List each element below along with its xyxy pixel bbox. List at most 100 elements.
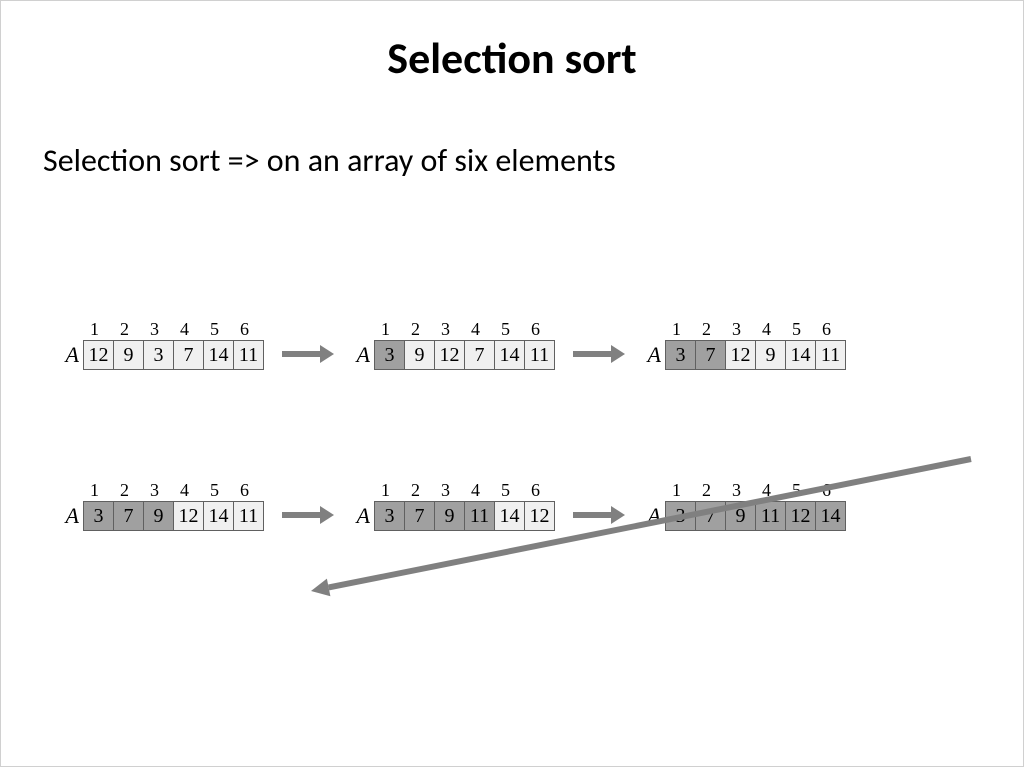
index-label: 4 [169, 319, 200, 340]
array-cell: 7 [695, 501, 726, 531]
array-cell: 11 [233, 501, 264, 531]
array-cell: 3 [665, 501, 696, 531]
index-row: 123456 [370, 319, 555, 340]
array-step-3: 123456A371291411 [643, 319, 846, 370]
array-cell: 11 [755, 501, 786, 531]
cells-row: A391271411 [352, 340, 555, 370]
index-label: 6 [229, 480, 260, 501]
array-step-1: 123456A129371411 [61, 319, 264, 370]
index-label: 3 [721, 319, 752, 340]
index-label: 5 [199, 480, 230, 501]
array-cell: 12 [83, 340, 114, 370]
array-label: A [643, 342, 661, 368]
index-label: 2 [400, 319, 431, 340]
index-label: 1 [370, 319, 401, 340]
array-step-2: 123456A391271411 [352, 319, 555, 370]
array-cell: 14 [494, 501, 525, 531]
array-cell: 7 [113, 501, 144, 531]
array-step-6: 123456A379111214 [643, 480, 846, 531]
index-row: 123456 [79, 480, 264, 501]
index-label: 3 [721, 480, 752, 501]
index-label: 6 [811, 319, 842, 340]
array-cell: 9 [143, 501, 174, 531]
index-label: 1 [370, 480, 401, 501]
array-cell: 12 [434, 340, 465, 370]
index-row: 123456 [661, 319, 846, 340]
array-cell: 7 [695, 340, 726, 370]
array-label: A [61, 503, 79, 529]
index-label: 3 [139, 319, 170, 340]
array-step-4: 123456A379121411 [61, 480, 264, 531]
array-label: A [352, 503, 370, 529]
array-cell: 11 [524, 340, 555, 370]
page-title: Selection sort [1, 31, 1023, 85]
array-cell: 9 [404, 340, 435, 370]
array-cell: 7 [404, 501, 435, 531]
array-cell: 14 [203, 501, 234, 531]
array-cell: 14 [203, 340, 234, 370]
array-cell: 9 [434, 501, 465, 531]
cells-row: A379121411 [61, 501, 264, 531]
index-label: 2 [691, 480, 722, 501]
subtitle: Selection sort => on an array of six ele… [43, 141, 616, 180]
array-label: A [61, 342, 79, 368]
array-label: A [352, 342, 370, 368]
cells-row: A379111412 [352, 501, 555, 531]
index-label: 2 [109, 480, 140, 501]
array-cell: 12 [524, 501, 555, 531]
cells-row: A379111214 [643, 501, 846, 531]
array-cell: 12 [785, 501, 816, 531]
index-row: 123456 [79, 319, 264, 340]
arrow-right-icon [573, 345, 625, 363]
index-label: 3 [430, 319, 461, 340]
index-label: 2 [109, 319, 140, 340]
index-row: 123456 [661, 480, 846, 501]
array-cell: 7 [173, 340, 204, 370]
array-cell: 11 [464, 501, 495, 531]
index-label: 6 [520, 480, 551, 501]
index-label: 5 [199, 319, 230, 340]
index-label: 4 [751, 480, 782, 501]
index-label: 6 [520, 319, 551, 340]
array-cell: 3 [665, 340, 696, 370]
index-label: 1 [661, 480, 692, 501]
index-label: 5 [781, 480, 812, 501]
array-cell: 9 [113, 340, 144, 370]
index-label: 5 [781, 319, 812, 340]
index-row: 123456 [370, 480, 555, 501]
cells-row: A371291411 [643, 340, 846, 370]
index-label: 4 [751, 319, 782, 340]
arrow-right-icon [282, 345, 334, 363]
index-label: 1 [79, 480, 110, 501]
index-label: 6 [229, 319, 260, 340]
array-cell: 3 [143, 340, 174, 370]
index-label: 4 [460, 480, 491, 501]
index-label: 1 [79, 319, 110, 340]
arrow-right-icon [282, 506, 334, 524]
array-cell: 3 [374, 501, 405, 531]
index-label: 5 [490, 319, 521, 340]
index-label: 6 [811, 480, 842, 501]
array-step-5: 123456A379111412 [352, 480, 555, 531]
array-cell: 12 [725, 340, 756, 370]
array-cell: 14 [785, 340, 816, 370]
array-row-2: 123456A379121411123456A379111412123456A3… [1, 480, 1024, 531]
diagram: 123456A129371411123456A391271411123456A3… [1, 319, 1024, 531]
cells-row: A129371411 [61, 340, 264, 370]
index-label: 2 [400, 480, 431, 501]
index-label: 4 [460, 319, 491, 340]
index-label: 3 [139, 480, 170, 501]
index-label: 1 [661, 319, 692, 340]
array-cell: 14 [815, 501, 846, 531]
index-label: 2 [691, 319, 722, 340]
slide: Selection sort Selection sort => on an a… [0, 0, 1024, 767]
index-label: 5 [490, 480, 521, 501]
arrow-right-icon [573, 506, 625, 524]
array-row-1: 123456A129371411123456A391271411123456A3… [1, 319, 1024, 370]
array-cell: 11 [815, 340, 846, 370]
array-cell: 11 [233, 340, 264, 370]
array-cell: 3 [83, 501, 114, 531]
array-cell: 9 [755, 340, 786, 370]
index-label: 3 [430, 480, 461, 501]
array-cell: 7 [464, 340, 495, 370]
